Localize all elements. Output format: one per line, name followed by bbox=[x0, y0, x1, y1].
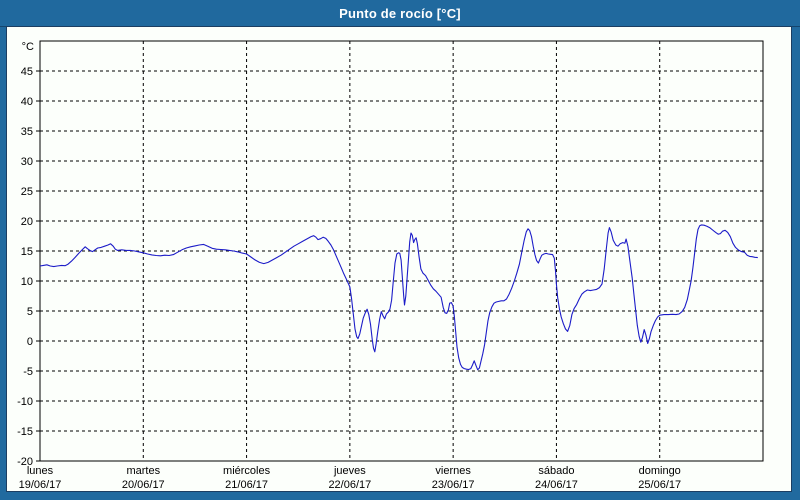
y-axis-tick-label: 20 bbox=[21, 216, 33, 228]
y-axis-tick-label: 40 bbox=[21, 96, 33, 108]
x-axis-day-label: viernes bbox=[435, 465, 471, 477]
x-axis-day-label: lunes bbox=[27, 465, 54, 477]
x-axis-date-label: 21/06/17 bbox=[225, 479, 268, 491]
x-axis-day-label: miércoles bbox=[223, 465, 271, 477]
y-axis-tick-label: -20 bbox=[17, 456, 33, 468]
x-axis-date-label: 20/06/17 bbox=[122, 479, 165, 491]
y-axis-tick-label: 15 bbox=[21, 246, 33, 258]
x-axis-day-label: domingo bbox=[639, 465, 681, 477]
y-axis-tick-label: 30 bbox=[21, 156, 33, 168]
dewpoint-line bbox=[39, 224, 758, 371]
x-axis-date-label: 24/06/17 bbox=[535, 479, 578, 491]
x-axis-day-label: martes bbox=[126, 465, 160, 477]
y-axis-tick-label: 45 bbox=[21, 66, 33, 78]
y-axis-tick-label: 5 bbox=[27, 306, 33, 318]
x-axis-day-label: sábado bbox=[538, 465, 574, 477]
x-axis-date-label: 22/06/17 bbox=[328, 479, 371, 491]
y-axis-tick-label: -5 bbox=[23, 366, 33, 378]
y-axis-tick-label: 10 bbox=[21, 276, 33, 288]
y-axis-unit-label: °C bbox=[22, 41, 34, 53]
y-axis-tick-label: -15 bbox=[17, 426, 33, 438]
x-axis-date-label: 19/06/17 bbox=[19, 479, 62, 491]
window-title-bar: Punto de rocío [°C] bbox=[0, 0, 800, 27]
y-axis-tick-label: 0 bbox=[27, 336, 33, 348]
y-axis-tick-label: -10 bbox=[17, 396, 33, 408]
window-title: Punto de rocío [°C] bbox=[339, 5, 461, 21]
y-axis-tick-label: 25 bbox=[21, 186, 33, 198]
x-axis-date-label: 23/06/17 bbox=[432, 479, 475, 491]
x-axis-day-label: jueves bbox=[333, 465, 366, 477]
x-axis-date-label: 25/06/17 bbox=[638, 479, 681, 491]
chart-panel: °C 45 40 35 30 25 20 15 10 5 0 -5 -10 -15 -20 lunes 19/0… bbox=[6, 26, 792, 492]
y-axis-tick-label: 35 bbox=[21, 126, 33, 138]
